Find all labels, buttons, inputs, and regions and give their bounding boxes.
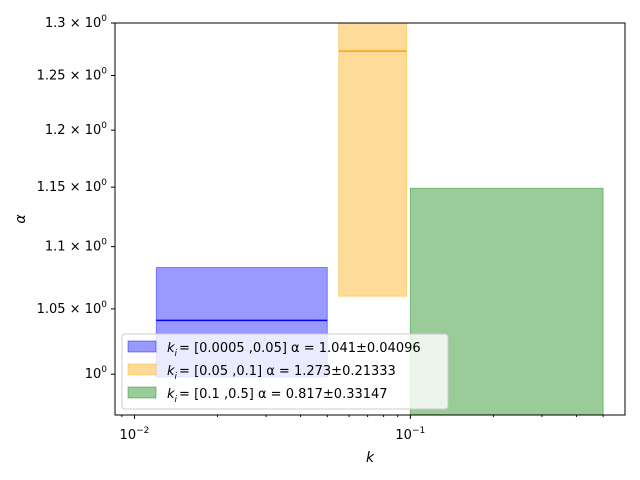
legend-label-2: ki = [0.1 ,0.5] α = 0.817±0.33147 [167,387,388,405]
alpha-lines [156,50,407,322]
x-tick-label-0: 10−2 [120,426,150,443]
y-tick-label-1: 1.05 × 100 [37,300,108,317]
legend-swatch-1 [127,363,157,376]
band-1 [338,22,408,297]
legend: ki = [0.0005 ,0.05] α = 1.041±0.04096 ki = … [121,333,449,410]
y-tick-label-5: 1.25 × 100 [37,67,108,84]
x-axis-ticks: 10−2 10−1 [120,415,604,443]
legend-label-1: ki = [0.05 ,0.1] α = 1.273±0.21333 [167,364,396,382]
x-axis-label: k [366,450,375,466]
y-tick-label-6: 1.3 × 100 [45,14,107,31]
y-tick-label-4: 1.2 × 100 [45,121,107,138]
confidence-bands [155,22,604,416]
y-tick-label-3: 1.15 × 100 [37,178,108,195]
x-tick-label-1: 10−1 [395,426,425,443]
plot-frame [114,22,626,416]
y-axis-ticks: 100 1.05 × 100 1.1 × 100 1.15 × 100 1.2 × 10… [37,14,115,382]
legend-swatch-2 [127,386,157,399]
y-axis-label: α [13,214,29,224]
y-tick-label-0: 100 [85,365,108,382]
legend-box [121,333,449,410]
legend-label-0: ki = [0.0005 ,0.05] α = 1.041±0.04096 [167,341,421,359]
legend-swatch-0 [127,340,157,353]
y-tick-label-2: 1.1 × 100 [45,238,107,255]
